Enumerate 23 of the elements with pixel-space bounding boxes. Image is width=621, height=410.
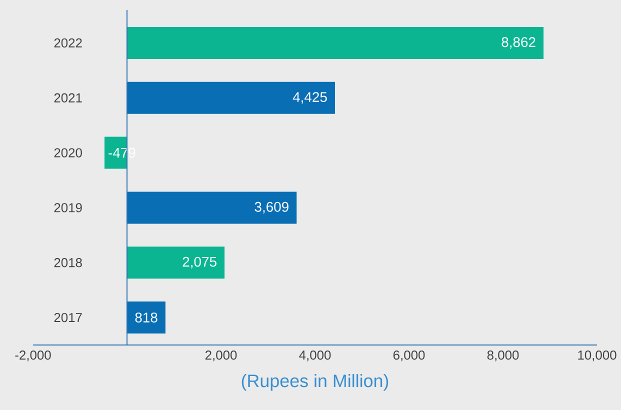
- bar: [127, 246, 225, 279]
- data-label: 818: [135, 312, 158, 322]
- data-label: 3,609: [254, 202, 288, 214]
- bar: [127, 192, 297, 224]
- bar: [127, 82, 335, 114]
- bar: [127, 302, 166, 334]
- bar: [127, 26, 544, 59]
- data-label: 4,425: [292, 92, 327, 104]
- y-tick-label: 2018: [54, 258, 82, 268]
- x-tick-label: 10,000: [578, 350, 616, 362]
- y-tick-label: 2022: [54, 38, 82, 48]
- y-tick-label: 2020: [54, 148, 82, 158]
- y-tick-label: 2017: [54, 312, 82, 322]
- y-tick-label: 2021: [54, 93, 82, 102]
- x-tick-label: 2,000: [205, 350, 237, 362]
- x-axis-title: (Rupees in Million): [242, 374, 388, 391]
- x-tick-label: 6,000: [393, 350, 425, 362]
- data-label: 8,862: [502, 37, 536, 49]
- x-tick-label: -2,000: [15, 350, 51, 362]
- y-tick-label: 2019: [54, 203, 82, 212]
- x-tick-label: 8,000: [487, 350, 519, 362]
- x-tick-label: 4,000: [299, 350, 331, 362]
- data-label: 2,075: [182, 256, 216, 268]
